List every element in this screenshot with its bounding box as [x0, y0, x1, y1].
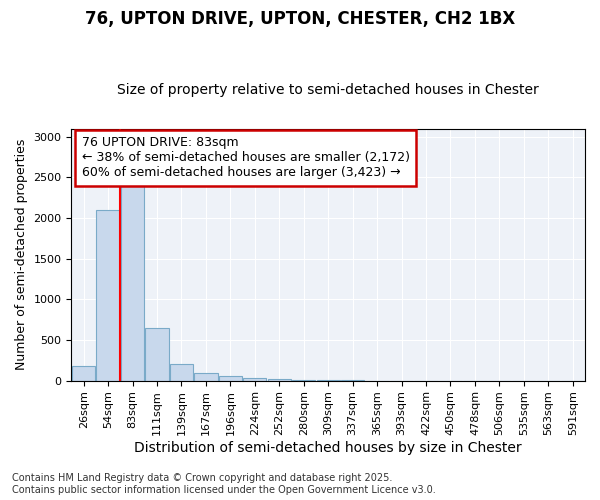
Bar	[121, 182, 144, 380]
Title: Size of property relative to semi-detached houses in Chester: Size of property relative to semi-detach…	[118, 83, 539, 97]
Bar	[170, 364, 193, 380]
Bar	[243, 378, 266, 380]
Text: Contains HM Land Registry data © Crown copyright and database right 2025.
Contai: Contains HM Land Registry data © Crown c…	[12, 474, 436, 495]
Bar	[97, 210, 120, 380]
Bar	[72, 366, 95, 380]
Text: 76 UPTON DRIVE: 83sqm
← 38% of semi-detached houses are smaller (2,172)
60% of s: 76 UPTON DRIVE: 83sqm ← 38% of semi-deta…	[82, 136, 410, 180]
Bar	[268, 378, 291, 380]
Bar	[219, 376, 242, 380]
Text: 76, UPTON DRIVE, UPTON, CHESTER, CH2 1BX: 76, UPTON DRIVE, UPTON, CHESTER, CH2 1BX	[85, 10, 515, 28]
X-axis label: Distribution of semi-detached houses by size in Chester: Distribution of semi-detached houses by …	[134, 441, 522, 455]
Y-axis label: Number of semi-detached properties: Number of semi-detached properties	[15, 139, 28, 370]
Bar	[194, 373, 218, 380]
Bar	[145, 328, 169, 380]
